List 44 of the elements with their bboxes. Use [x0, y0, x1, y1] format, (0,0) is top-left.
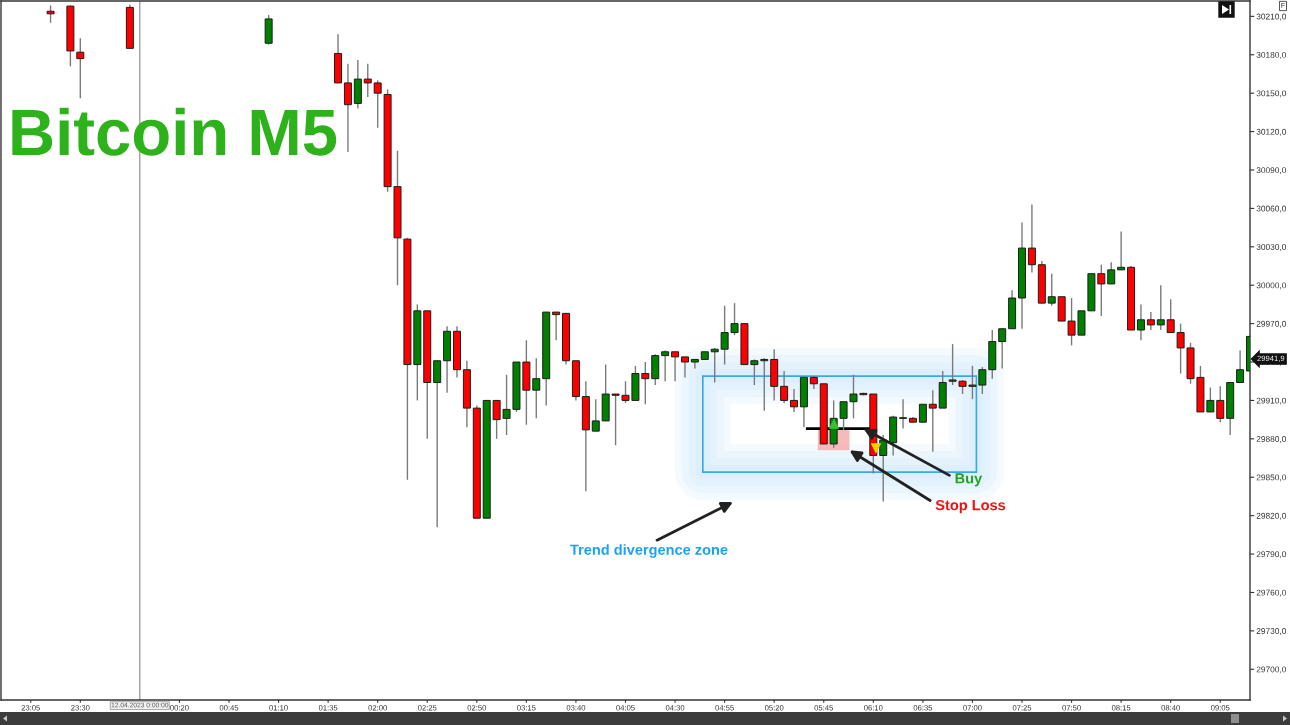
- y-tick-label: 30150,0: [1256, 90, 1287, 98]
- text: Bitcoin M5: [12, 107, 337, 156]
- candlestick: [1047, 272, 1056, 307]
- candlestick: [790, 388, 799, 413]
- annotation: Buy: [955, 473, 983, 487]
- candlestick: [1236, 349, 1245, 384]
- candlestick: [998, 328, 1007, 370]
- candlestick: [1136, 303, 1145, 341]
- y-tick-label: 29820,0: [1256, 512, 1287, 520]
- y-tick-label: 29760,0: [1256, 589, 1287, 597]
- candlestick: [433, 360, 442, 528]
- y-tick-label: 30060,0: [1256, 205, 1287, 213]
- y-tick-label: 29970,0: [1256, 320, 1287, 328]
- y-tick-label: 30000,0: [1256, 282, 1287, 290]
- candlestick: [680, 356, 689, 379]
- annotation: Stop Loss: [935, 499, 1006, 514]
- candlestick: [651, 353, 660, 386]
- candlestick: [1027, 203, 1036, 274]
- y-tick-label: 30120,0: [1256, 128, 1287, 136]
- y-tick-label: 29790,0: [1256, 551, 1287, 559]
- y-tick-label: 30030,0: [1256, 244, 1287, 251]
- candlestick: [1107, 261, 1116, 285]
- candlestick: [591, 398, 600, 432]
- candlestick: [76, 37, 85, 99]
- candlestick: [1216, 385, 1225, 423]
- candlestick: [552, 311, 561, 341]
- candlestick: [1156, 284, 1165, 331]
- candlestick: [780, 370, 789, 404]
- y-tick-label: 29700,0: [1256, 666, 1287, 674]
- y-tick-label: 29880,0: [1256, 436, 1287, 443]
- y-tick-label: 30210,0: [1256, 13, 1287, 21]
- y-tick-label: 29730,0: [1256, 628, 1287, 635]
- y-tick-label: 30180,0: [1256, 51, 1287, 59]
- candlestick: [343, 63, 352, 153]
- y-tick-label: 30090,0: [1256, 167, 1287, 175]
- candlestick: [373, 79, 382, 129]
- candlestick: [928, 389, 937, 453]
- candlestick: [661, 349, 670, 382]
- y-tick-label: 29910,0: [1256, 397, 1287, 405]
- annotation: Trend divergence zone: [570, 544, 728, 558]
- candlestick: [363, 63, 372, 98]
- y-tick-label: 29850,0: [1256, 474, 1287, 482]
- candlestick: [671, 351, 680, 382]
- candlestick: [899, 398, 908, 430]
